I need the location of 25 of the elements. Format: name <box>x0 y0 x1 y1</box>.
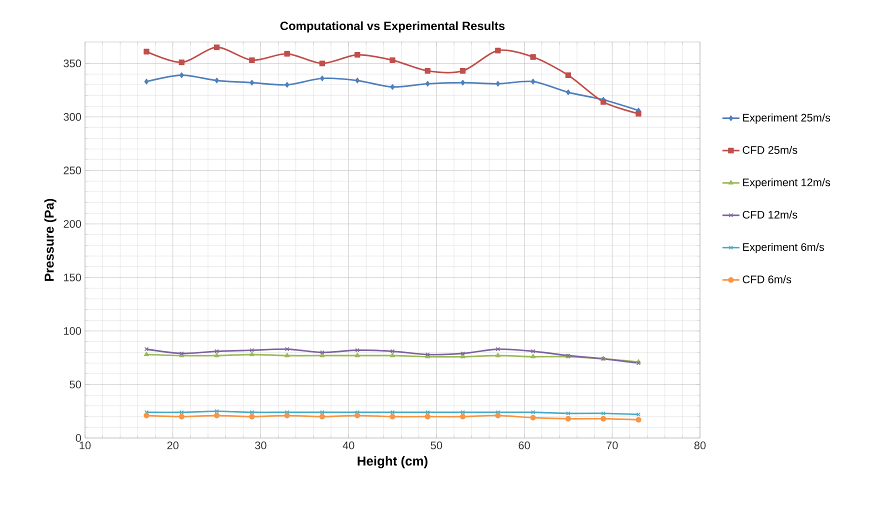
legend-label: Experiment 25m/s <box>743 114 830 124</box>
x-tick-label: 30 <box>255 442 266 450</box>
legend-label: CFD 6m/s <box>742 275 792 284</box>
legend-label: Experiment 12m/s <box>743 178 830 188</box>
y-tick-label: 350 <box>64 60 82 68</box>
y-tick-label: 0 <box>76 434 82 442</box>
y-tick-label: 150 <box>64 274 82 282</box>
y-tick-label: 200 <box>64 220 82 228</box>
x-axis-title: Height (cm) <box>358 456 428 468</box>
legend-label: Experiment 6m/s <box>743 242 824 254</box>
y-tick-label: 50 <box>70 380 82 388</box>
y-axis-title: Pressure (Pa) <box>44 198 56 281</box>
x-tick-label: 80 <box>694 442 706 450</box>
y-tick-label: 250 <box>64 166 82 174</box>
y-tick-label: 300 <box>64 113 82 121</box>
chart-title: Computational vs Experimental Results <box>280 21 505 32</box>
legend-label: CFD 12m/s <box>742 210 798 219</box>
x-tick-label: 60 <box>518 442 530 450</box>
x-tick-label: 40 <box>342 442 354 450</box>
x-tick-label: 20 <box>167 442 179 450</box>
y-tick-label: 100 <box>64 327 82 335</box>
x-tick-label: 70 <box>606 442 618 450</box>
legend-label: CFD 25m/s <box>742 146 798 154</box>
x-tick-label: 50 <box>430 442 442 450</box>
x-tick-label: 10 <box>80 442 91 450</box>
